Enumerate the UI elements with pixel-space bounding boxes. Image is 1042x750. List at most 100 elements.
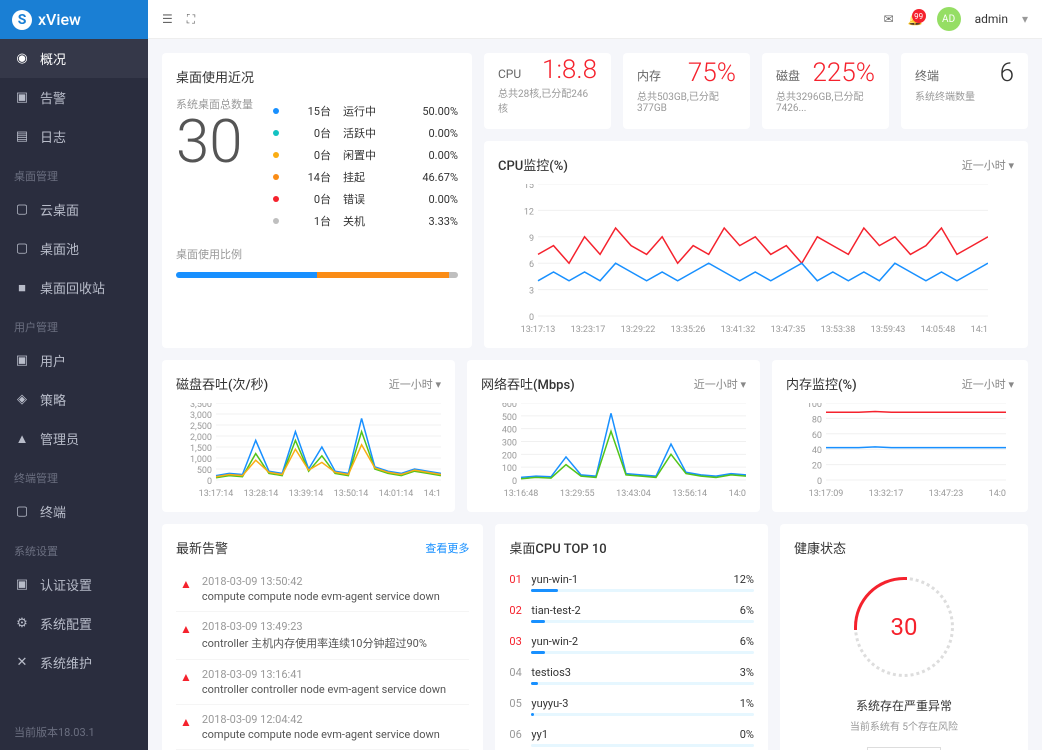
top-pct: 12% bbox=[734, 573, 754, 586]
svg-text:12: 12 bbox=[524, 207, 534, 217]
total-value: 30 bbox=[176, 112, 253, 172]
top-name: yun-win-1 bbox=[531, 573, 578, 586]
alert-item[interactable]: ▲2018-03-09 13:50:42compute compute node… bbox=[176, 567, 469, 612]
inbox-icon[interactable]: ✉ bbox=[884, 12, 894, 26]
nav-icon: ▣ bbox=[14, 353, 30, 368]
legend-dot bbox=[273, 218, 279, 224]
disk-range-dropdown[interactable]: 近一小时 bbox=[389, 376, 441, 392]
stat-sub: 总共3296GB,已分配7426... bbox=[776, 88, 875, 114]
svg-text:2,000: 2,000 bbox=[190, 433, 212, 443]
stat-sub: 系统终端数量 bbox=[915, 88, 1014, 103]
stat-sub: 总共28核,已分配246核 bbox=[498, 85, 597, 115]
alert-item[interactable]: ▲2018-03-09 13:49:23controller 主机内存使用率连续… bbox=[176, 612, 469, 660]
nav-item[interactable]: ⚙系统配置 bbox=[0, 604, 148, 643]
nav-section-title: 系统设置 bbox=[0, 531, 148, 565]
legend-row: 0台闲置中0.00% bbox=[273, 144, 458, 166]
top-bar-fill bbox=[531, 713, 533, 716]
nav-item[interactable]: ✕系统维护 bbox=[0, 643, 148, 682]
nav-label: 策略 bbox=[40, 390, 66, 409]
user-dropdown-icon[interactable]: ▾ bbox=[1022, 12, 1028, 26]
top-cpu-card: 桌面CPU TOP 10 01yun-win-112%02tian-test-2… bbox=[495, 524, 768, 750]
legend-pct: 3.33% bbox=[428, 215, 458, 228]
nav-item[interactable]: ■桌面回收站 bbox=[0, 268, 148, 307]
nav-item-1[interactable]: ▣告警 bbox=[0, 78, 148, 117]
svg-text:500: 500 bbox=[197, 466, 212, 476]
svg-text:13:23:17: 13:23:17 bbox=[571, 325, 606, 334]
header: ☰ ⛶ ✉ 🔔99 AD admin ▾ bbox=[148, 0, 1042, 39]
svg-text:13:47:23: 13:47:23 bbox=[929, 489, 964, 498]
top-bar-fill bbox=[531, 651, 544, 654]
legend-count: 14台 bbox=[291, 169, 331, 185]
top-item: 02tian-test-26% bbox=[509, 598, 754, 629]
mem-range-dropdown[interactable]: 近一小时 bbox=[962, 376, 1014, 392]
nav-item[interactable]: ▣ 用户 bbox=[0, 341, 148, 380]
legend-dot bbox=[273, 108, 279, 114]
warning-icon: ▲ bbox=[180, 577, 192, 603]
top-bar bbox=[531, 589, 754, 592]
nav-item[interactable]: ▢云桌面 bbox=[0, 190, 148, 229]
notification-icon[interactable]: 🔔99 bbox=[908, 12, 923, 26]
chart-svg: 10080604020013:17:0913:32:1713:47:2314:0… bbox=[786, 403, 1006, 498]
avatar[interactable]: AD bbox=[937, 7, 961, 31]
legend-dot bbox=[273, 196, 279, 202]
username[interactable]: admin bbox=[975, 12, 1008, 26]
svg-text:14:12:14: 14:12:14 bbox=[424, 489, 441, 498]
nav-item[interactable]: ▣认证设置 bbox=[0, 565, 148, 604]
nav-item[interactable]: ◈ 策略 bbox=[0, 380, 148, 419]
alert-time: 2018-03-09 13:50:42 bbox=[202, 575, 440, 588]
svg-text:100: 100 bbox=[807, 403, 822, 410]
svg-text:13:39:14: 13:39:14 bbox=[289, 489, 324, 498]
nav-item[interactable]: ▲管理员 bbox=[0, 419, 148, 458]
alert-time: 2018-03-09 13:16:41 bbox=[202, 668, 446, 681]
svg-text:13:29:22: 13:29:22 bbox=[621, 325, 656, 334]
ratio-bar bbox=[176, 272, 458, 278]
top-rank: 04 bbox=[509, 666, 531, 679]
nav-item[interactable]: ▢桌面池 bbox=[0, 229, 148, 268]
nav-icon: ■ bbox=[14, 280, 30, 296]
legend-dot bbox=[273, 130, 279, 136]
svg-text:300: 300 bbox=[502, 439, 517, 449]
nav-icon: ◉ bbox=[14, 51, 30, 66]
fullscreen-icon[interactable]: ⛶ bbox=[187, 12, 195, 27]
alert-item[interactable]: ▲2018-03-09 12:04:42compute compute node… bbox=[176, 705, 469, 750]
nav-item-0[interactable]: ◉概况 bbox=[0, 39, 148, 78]
svg-text:13:28:14: 13:28:14 bbox=[244, 489, 279, 498]
sidebar: S xView ◉概况▣告警▤日志 桌面管理▢云桌面▢桌面池■桌面回收站用户管理… bbox=[0, 0, 148, 750]
net-chart-card: 网络吞吐(Mbps) 近一小时 600500400300200100013:16… bbox=[467, 360, 760, 512]
svg-text:40: 40 bbox=[812, 446, 822, 456]
nav-icon: ◈ bbox=[14, 392, 30, 407]
nav-label: 系统维护 bbox=[40, 653, 92, 672]
progress-segment bbox=[176, 272, 317, 278]
desktop-overview-card: 桌面使用近况 系统桌面总数量 30 15台运行中50.00%0台活跃中0.00%… bbox=[162, 53, 472, 348]
legend-pct: 0.00% bbox=[428, 149, 458, 162]
nav-icon: ▢ bbox=[14, 504, 30, 519]
chart-svg: 1512963013:17:1313:23:1713:29:2213:35:26… bbox=[498, 184, 988, 334]
legend-pct: 50.00% bbox=[422, 105, 458, 118]
net-range-dropdown[interactable]: 近一小时 bbox=[694, 376, 746, 392]
nav-label: 用户 bbox=[40, 351, 66, 370]
svg-text:13:53:38: 13:53:38 bbox=[821, 325, 856, 334]
top-item: 06yy10% bbox=[509, 722, 754, 750]
top-rank: 05 bbox=[509, 697, 531, 710]
svg-text:60: 60 bbox=[812, 431, 822, 441]
svg-text:9: 9 bbox=[529, 234, 534, 244]
health-sub: 当前系统有 5个存在风险 bbox=[794, 718, 1014, 733]
alert-item[interactable]: ▲2018-03-09 13:16:41controller controlle… bbox=[176, 660, 469, 705]
svg-text:15: 15 bbox=[524, 184, 534, 191]
nav-item[interactable]: ▢终端 bbox=[0, 492, 148, 531]
legend-row: 0台活跃中0.00% bbox=[273, 122, 458, 144]
top-name: tian-test-2 bbox=[531, 604, 580, 617]
alerts-more-link[interactable]: 查看更多 bbox=[425, 540, 469, 556]
svg-text:13:59:43: 13:59:43 bbox=[871, 325, 906, 334]
top-item: 04testios33% bbox=[509, 660, 754, 691]
stat-card: 内存75%总共503GB,已分配377GB bbox=[623, 53, 750, 129]
cpu-range-dropdown[interactable]: 近一小时 bbox=[962, 157, 1014, 173]
nav-label: 认证设置 bbox=[40, 575, 92, 594]
top-name: yy1 bbox=[531, 728, 548, 741]
menu-toggle-icon[interactable]: ☰ bbox=[162, 12, 173, 27]
cpu-chart-title: CPU监控(%) bbox=[498, 155, 568, 174]
nav-item-2[interactable]: ▤日志 bbox=[0, 117, 148, 156]
svg-text:13:47:35: 13:47:35 bbox=[771, 325, 806, 334]
logo-icon: S bbox=[12, 10, 32, 30]
svg-text:13:29:55: 13:29:55 bbox=[560, 489, 595, 498]
